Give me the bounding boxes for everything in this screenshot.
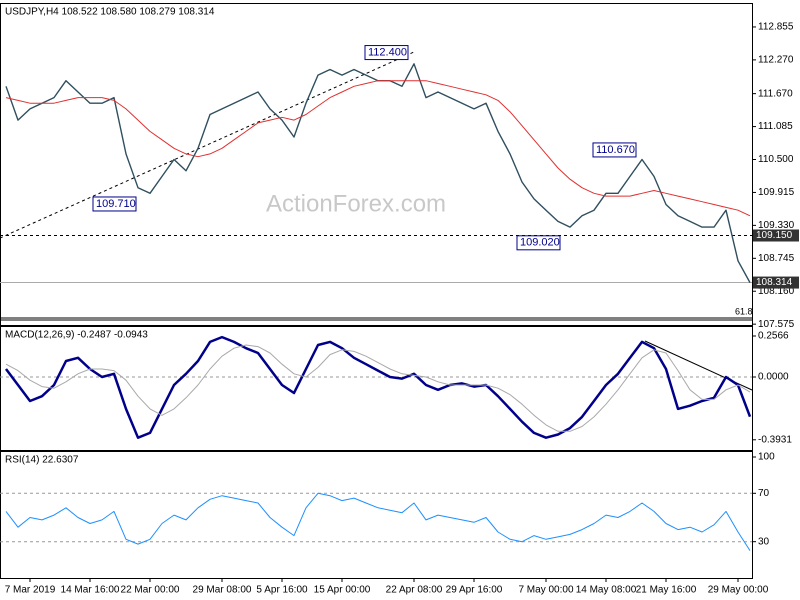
panel-frame (0, 3, 753, 326)
annotation-label: 109.710 (96, 198, 136, 210)
y-tick-label: -0.3931 (758, 434, 792, 445)
y-tick-label: 109.915 (758, 187, 795, 198)
x-tick-label: 29 Mar 08:00 (193, 585, 252, 596)
y-tick-label: 108.745 (758, 253, 795, 264)
annotation-box (364, 45, 409, 61)
x-tick-label: 5 Apr 16:00 (256, 585, 308, 596)
y-tick-label: 0.2566 (758, 331, 789, 342)
y-tick-label: 30 (758, 536, 770, 547)
y-tick-label: 112.855 (758, 22, 794, 33)
x-tick-label: 22 Apr 08:00 (386, 585, 443, 596)
x-tick-label: 7 Mar 2019 (5, 585, 56, 596)
x-tick-label: 22 Mar 00:00 (121, 585, 180, 596)
y-tick-label: 100 (758, 452, 775, 463)
annotation-label: 112.400 (368, 46, 407, 58)
annotation-box (592, 142, 637, 158)
y-tick-label: 107.575 (758, 319, 795, 330)
panel-title: MACD(12,26,9) -0.2487 -0.0943 (5, 330, 148, 341)
panel-title: USDJPY,H4 108.522 108.580 108.279 108.31… (5, 7, 215, 18)
x-tick-label: 15 Apr 00:00 (314, 585, 371, 596)
level-tag (753, 276, 799, 289)
panel-title: RSI(14) 22.6307 (5, 455, 79, 466)
panel-frame (0, 451, 753, 579)
x-tick-label: 29 Apr 16:00 (446, 585, 503, 596)
level-tag-label: 108.314 (756, 277, 793, 288)
x-tick-label: 14 May 08:00 (576, 585, 637, 596)
y-tick-label: 112.270 (758, 55, 794, 66)
y-tick-label: 111.085 (758, 121, 793, 132)
trend-line (0, 51, 415, 239)
x-tick-label: 7 May 00:00 (518, 585, 573, 596)
y-tick-label: 70 (758, 488, 770, 499)
series-line (5, 335, 752, 439)
x-tick-label: 21 May 16:00 (636, 585, 697, 596)
level-tag-label: 109.150 (756, 230, 793, 241)
panel-frame (0, 326, 753, 451)
series-line (5, 344, 751, 432)
y-tick-label: 0.0000 (758, 372, 789, 383)
y-tick-label: 111.670 (758, 88, 793, 99)
annotation-label: 109.020 (520, 237, 560, 249)
series-line (5, 80, 751, 217)
level-tag (753, 229, 799, 242)
y-tick-label: 108.160 (758, 286, 795, 297)
x-tick-label: 14 Mar 16:00 (61, 585, 120, 596)
annotation-box (92, 196, 137, 212)
y-tick-label: 109.330 (758, 220, 795, 231)
y-tick-label: 110.500 (758, 154, 794, 165)
annotation-box (516, 235, 561, 251)
annotation-label: 110.670 (596, 144, 635, 156)
watermark: ActionForex.com (266, 190, 446, 217)
fib-label: 61.8 (735, 306, 753, 316)
series-line (5, 492, 751, 551)
x-tick-label: 29 May 00:00 (708, 585, 769, 596)
